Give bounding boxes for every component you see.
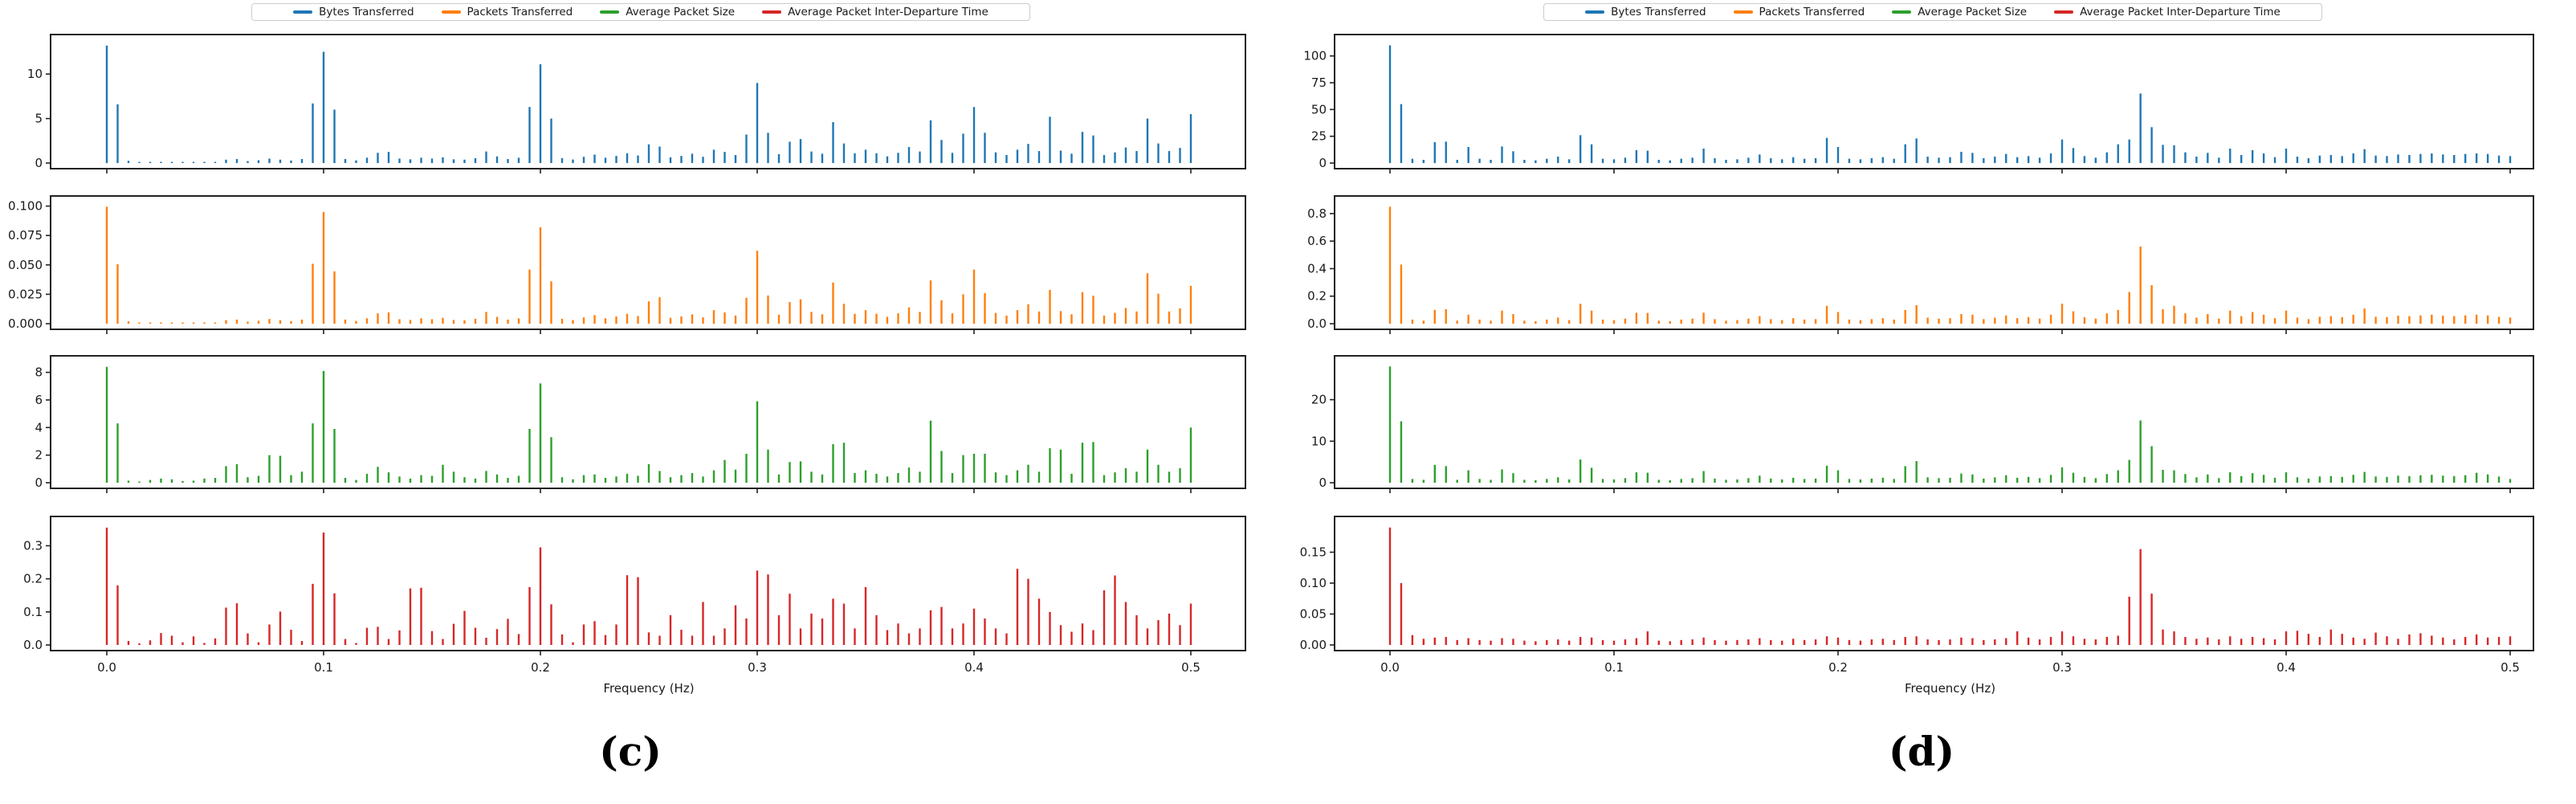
legend-label: Bytes Transferred <box>1611 6 1706 18</box>
svg-text:0.5: 0.5 <box>2501 660 2520 675</box>
average-packet-size-line-icon <box>1892 10 1912 14</box>
svg-text:0.2: 0.2 <box>23 572 43 586</box>
legend-label: Average Packet Inter-Departure Time <box>2080 6 2280 18</box>
svg-text:0.2: 0.2 <box>531 660 550 675</box>
packets-transferred-line-icon <box>1733 10 1753 14</box>
legend-item-average-packet-size: Average Packet Size <box>600 6 735 18</box>
legend-label: Average Packet Inter-Departure Time <box>788 6 988 18</box>
svg-text:0.4: 0.4 <box>964 660 984 675</box>
subplot-c-packets-transferred: 0.000 0.025 0.050 0.075 0.100 <box>8 195 1246 334</box>
svg-text:0.2: 0.2 <box>1828 660 1848 675</box>
svg-text:25: 25 <box>1311 129 1327 144</box>
svg-text:0.8: 0.8 <box>1307 206 1327 221</box>
svg-text:0: 0 <box>35 156 43 170</box>
legend-panel-c: Bytes Transferred Packets Transferred Av… <box>251 3 1030 21</box>
svg-text:0.6: 0.6 <box>1307 234 1327 248</box>
svg-text:0: 0 <box>1319 156 1327 170</box>
svg-text:2: 2 <box>35 448 43 463</box>
caption-panel-c: (c) <box>599 728 662 775</box>
svg-text:8: 8 <box>35 365 43 380</box>
subplot-d-average-packet-size: 0 10 20 <box>1311 355 2534 493</box>
svg-text:0.1: 0.1 <box>23 605 43 619</box>
svg-text:50: 50 <box>1311 102 1327 116</box>
svg-text:0.100: 0.100 <box>8 199 43 214</box>
svg-text:0: 0 <box>1319 475 1327 490</box>
caption-panel-d: (d) <box>1888 728 1955 775</box>
bytes-transferred-line-icon <box>293 10 313 14</box>
svg-text:0.5: 0.5 <box>1181 660 1200 675</box>
svg-text:0.10: 0.10 <box>1300 576 1327 590</box>
x-axis-label-d: Frequency (Hz) <box>1905 681 1995 696</box>
average-packet-inter-departure-time-line-icon <box>762 10 782 14</box>
subplot-d-bytes-transferred: 0 25 50 75 100 <box>1303 34 2534 173</box>
svg-text:0.1: 0.1 <box>314 660 333 675</box>
subplot-d-average-packet-inter-departure-time: 0.00 0.05 0.10 0.15 0.0 0.1 0.2 0.3 0.4 0.5 Freque… <box>1300 516 2534 696</box>
legend-label: Average Packet Size <box>1918 6 2028 18</box>
svg-text:4: 4 <box>35 420 43 435</box>
bytes-transferred-line-icon <box>1585 10 1605 14</box>
svg-text:5: 5 <box>35 112 43 126</box>
average-packet-size-line-icon <box>600 10 620 14</box>
legend-label: Packets Transferred <box>1759 6 1865 18</box>
svg-text:0.2: 0.2 <box>1307 289 1327 304</box>
legend-item-bytes-transferred: Bytes Transferred <box>293 6 414 18</box>
legend-label: Packets Transferred <box>467 6 573 18</box>
svg-text:0.0: 0.0 <box>1380 660 1400 675</box>
svg-text:0.025: 0.025 <box>8 287 43 301</box>
subplot-c-bytes-transferred: 0 5 10 <box>27 34 1246 173</box>
legend-item-average-packet-inter-departure-time: Average Packet Inter-Departure Time <box>2054 6 2280 18</box>
svg-text:0.3: 0.3 <box>748 660 767 675</box>
legend-item-packets-transferred: Packets Transferred <box>441 6 573 18</box>
average-packet-inter-departure-time-line-icon <box>2054 10 2074 14</box>
svg-text:10: 10 <box>27 67 43 81</box>
svg-text:0.0: 0.0 <box>97 660 116 675</box>
subplot-d-packets-transferred: 0.0 0.2 0.4 0.6 0.8 <box>1307 195 2534 334</box>
svg-text:0.3: 0.3 <box>2052 660 2072 675</box>
packets-transferred-line-icon <box>441 10 461 14</box>
svg-text:0.000: 0.000 <box>8 316 43 331</box>
subplot-c-average-packet-inter-departure-time: 0.0 0.1 0.2 0.3 0.0 0.1 0.2 0.3 0.4 0.5 Frequency … <box>23 516 1246 696</box>
legend-label: Bytes Transferred <box>319 6 414 18</box>
svg-text:0.050: 0.050 <box>8 258 43 272</box>
svg-text:10: 10 <box>1311 434 1327 448</box>
legend-item-bytes-transferred: Bytes Transferred <box>1585 6 1706 18</box>
legend-label: Average Packet Size <box>626 6 736 18</box>
svg-text:0.15: 0.15 <box>1300 545 1327 560</box>
svg-text:0.0: 0.0 <box>23 638 43 652</box>
subplot-c-average-packet-size: 0 2 4 6 8 <box>35 355 1246 493</box>
svg-text:0.3: 0.3 <box>23 538 43 553</box>
svg-text:20: 20 <box>1311 393 1327 407</box>
legend-item-packets-transferred: Packets Transferred <box>1733 6 1865 18</box>
svg-text:0.4: 0.4 <box>2276 660 2296 675</box>
svg-text:0.1: 0.1 <box>1604 660 1624 675</box>
svg-text:100: 100 <box>1303 49 1327 63</box>
svg-text:0.05: 0.05 <box>1300 607 1327 622</box>
svg-text:0.0: 0.0 <box>1307 316 1327 331</box>
svg-text:0: 0 <box>35 475 43 490</box>
svg-text:0.4: 0.4 <box>1307 261 1327 275</box>
legend-item-average-packet-inter-departure-time: Average Packet Inter-Departure Time <box>762 6 988 18</box>
legend-panel-d: Bytes Transferred Packets Transferred Av… <box>1543 3 2322 21</box>
svg-text:75: 75 <box>1311 76 1327 90</box>
svg-text:0.00: 0.00 <box>1300 638 1327 652</box>
legend-item-average-packet-size: Average Packet Size <box>1892 6 2027 18</box>
svg-text:0.075: 0.075 <box>8 228 43 243</box>
x-axis-label-c: Frequency (Hz) <box>603 681 694 696</box>
svg-text:6: 6 <box>35 393 43 407</box>
